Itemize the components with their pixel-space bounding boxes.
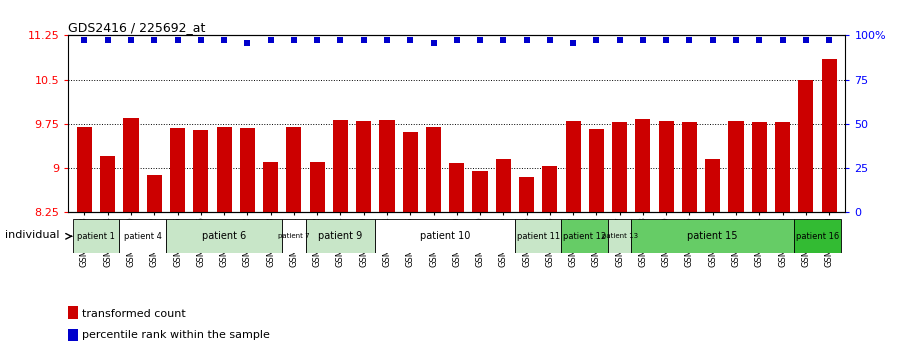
Bar [375,219,514,253]
Bar [449,164,464,212]
Text: individual: individual [5,230,59,240]
Bar [166,219,283,253]
Bar [635,119,651,212]
Point [147,37,162,42]
Text: patient 7: patient 7 [278,233,310,239]
Bar [473,171,487,212]
Point [334,37,348,42]
Point [170,37,185,42]
Text: patient 11: patient 11 [516,232,560,241]
Bar [822,59,836,212]
Bar [543,166,557,212]
Point [240,40,255,46]
Point [101,37,115,42]
Bar [514,219,562,253]
Text: patient 12: patient 12 [564,232,606,241]
Bar [310,162,325,212]
Point [822,37,836,42]
Bar [519,177,534,212]
Bar [752,122,767,212]
Point [729,37,744,42]
Point [217,37,232,42]
Bar [705,159,720,212]
Point [403,37,417,42]
Bar [305,219,375,253]
Point [798,37,813,42]
Point [635,37,650,42]
Point [659,37,674,42]
Point [194,37,208,42]
Point [124,37,138,42]
Bar [356,121,371,212]
Bar [68,307,77,319]
Bar [283,219,305,253]
Point [565,40,580,46]
Point [77,37,92,42]
Bar [68,329,77,341]
Point [589,37,604,42]
Bar [333,120,348,212]
Bar [73,219,119,253]
Bar [562,219,608,253]
Point [286,37,301,42]
Point [496,37,511,42]
Bar [216,127,232,212]
Bar [379,120,395,212]
Bar [170,128,185,212]
Bar [775,122,790,212]
Bar [119,219,166,253]
Bar [286,127,302,212]
Point [426,40,441,46]
Bar [194,130,208,212]
Point [543,37,557,42]
Bar [77,127,92,212]
Bar [403,132,418,212]
Point [356,37,371,42]
Text: patient 15: patient 15 [687,231,738,241]
Bar [263,162,278,212]
Bar [100,156,115,212]
Point [775,37,790,42]
Text: GDS2416 / 225692_at: GDS2416 / 225692_at [68,21,205,34]
Point [519,37,534,42]
Bar [612,122,627,212]
Text: patient 4: patient 4 [124,232,162,241]
Bar [495,159,511,212]
Bar [659,121,674,212]
Bar [631,219,794,253]
Point [473,37,487,42]
Bar [794,219,841,253]
Point [380,37,395,42]
Bar [124,118,138,212]
Text: transformed count: transformed count [82,309,186,319]
Point [613,37,627,42]
Bar [146,175,162,212]
Point [682,37,696,42]
Point [449,37,464,42]
Text: patient 6: patient 6 [202,231,246,241]
Point [264,37,278,42]
Bar [798,80,814,212]
Point [310,37,325,42]
Text: patient 16: patient 16 [795,232,839,241]
Bar [608,219,631,253]
Bar [728,121,744,212]
Text: patient 1: patient 1 [77,232,115,241]
Point [752,37,766,42]
Bar [589,129,604,212]
Bar [682,122,697,212]
Text: percentile rank within the sample: percentile rank within the sample [82,330,270,340]
Text: patient 10: patient 10 [420,231,470,241]
Bar [565,121,581,212]
Text: patient 9: patient 9 [318,231,363,241]
Bar [426,127,441,212]
Bar [240,128,255,212]
Text: patient 13: patient 13 [602,233,638,239]
Point [705,37,720,42]
